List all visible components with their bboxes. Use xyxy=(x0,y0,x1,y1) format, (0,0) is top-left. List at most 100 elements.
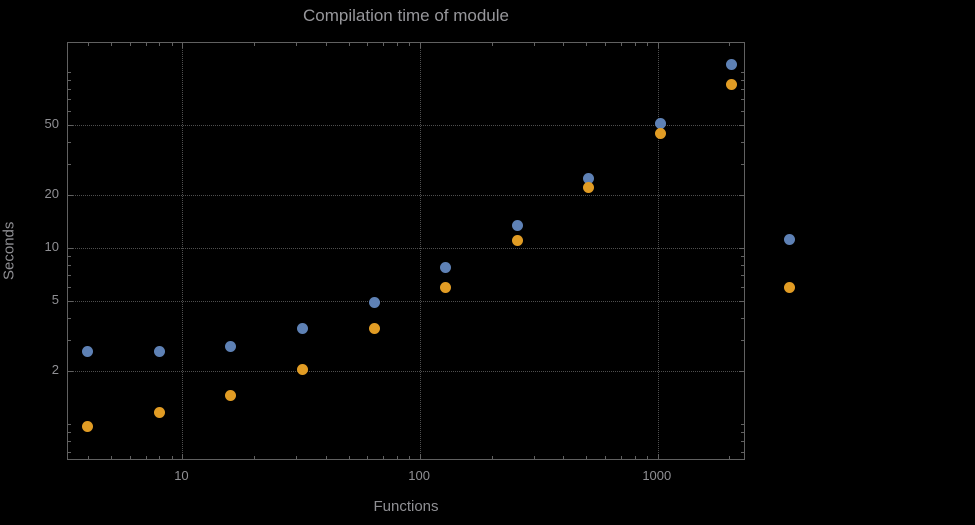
legend-marker-series-2 xyxy=(784,282,795,293)
y-minor-tick xyxy=(741,256,744,258)
data-point-series-1 xyxy=(82,345,94,357)
y-minor-tick xyxy=(68,71,71,73)
x-minor-tick xyxy=(145,43,147,46)
data-point-series-2 xyxy=(368,323,380,335)
x-minor-tick xyxy=(586,456,588,459)
x-minor-tick xyxy=(563,43,565,46)
y-minor-tick xyxy=(68,441,71,443)
y-tick-label: 20 xyxy=(44,186,59,202)
data-point-series-2 xyxy=(297,363,308,375)
x-minor-tick xyxy=(409,43,411,46)
y-minor-tick xyxy=(68,265,71,267)
y-minor-tick xyxy=(741,287,744,289)
x-minor-tick xyxy=(533,43,535,46)
plot-area xyxy=(67,42,745,460)
data-point-series-2 xyxy=(511,235,523,247)
x-minor-tick xyxy=(171,43,173,46)
y-minor-tick xyxy=(741,164,744,166)
y-minor-tick xyxy=(741,318,744,320)
x-minor-tick xyxy=(533,456,535,459)
y-minor-tick xyxy=(68,142,71,144)
x-minor-tick xyxy=(409,456,411,459)
y-minor-tick xyxy=(741,275,744,277)
gridline-y xyxy=(68,248,744,250)
x-minor-tick xyxy=(397,43,399,46)
y-minor-tick xyxy=(741,451,744,453)
gridline-y xyxy=(68,371,744,373)
y-tick-label: 10 xyxy=(44,239,59,255)
x-axis-label: Functions xyxy=(373,498,439,515)
x-tick xyxy=(182,43,184,48)
y-minor-tick xyxy=(741,432,744,434)
x-minor-tick xyxy=(159,43,161,46)
y-minor-tick xyxy=(68,256,71,258)
x-minor-tick xyxy=(383,456,385,459)
x-minor-tick xyxy=(253,43,255,46)
x-minor-tick xyxy=(325,456,327,459)
data-point-series-2 xyxy=(82,421,94,433)
y-tick-label: 2 xyxy=(51,362,59,378)
x-tick-label: 10 xyxy=(174,468,189,483)
data-point-series-1 xyxy=(726,59,738,71)
y-minor-tick xyxy=(741,340,744,342)
data-point-series-1 xyxy=(583,172,595,184)
y-minor-tick xyxy=(68,275,71,277)
x-minor-tick xyxy=(145,456,147,459)
y-minor-tick xyxy=(68,318,71,320)
x-minor-tick xyxy=(605,43,607,46)
data-point-series-2 xyxy=(583,182,595,194)
x-tick xyxy=(420,43,422,48)
gridline-x xyxy=(657,43,659,459)
x-tick xyxy=(657,454,659,459)
y-minor-tick xyxy=(741,80,744,82)
data-point-series-2 xyxy=(726,78,738,90)
x-minor-tick xyxy=(646,43,648,46)
gridline-x xyxy=(420,43,422,459)
y-minor-tick xyxy=(741,71,744,73)
gridline-y xyxy=(68,195,744,197)
data-point-series-1 xyxy=(368,297,380,309)
x-minor-tick xyxy=(110,456,112,459)
data-point-series-2 xyxy=(225,390,237,402)
x-tick xyxy=(420,454,422,459)
x-minor-tick xyxy=(253,456,255,459)
data-point-series-2 xyxy=(440,281,452,293)
x-minor-tick xyxy=(348,43,350,46)
x-minor-tick xyxy=(367,43,369,46)
x-minor-tick xyxy=(563,456,565,459)
x-minor-tick xyxy=(171,456,173,459)
x-minor-tick xyxy=(348,456,350,459)
x-tick xyxy=(182,454,184,459)
x-minor-tick xyxy=(634,43,636,46)
data-point-series-2 xyxy=(153,406,165,418)
x-tick xyxy=(657,43,659,48)
x-minor-tick xyxy=(129,456,131,459)
gridline-y xyxy=(68,301,744,303)
y-minor-tick xyxy=(741,89,744,91)
x-minor-tick xyxy=(586,43,588,46)
x-minor-tick xyxy=(129,43,131,46)
x-minor-tick xyxy=(325,43,327,46)
y-minor-tick xyxy=(741,99,744,101)
x-minor-tick xyxy=(295,456,297,459)
data-point-series-1 xyxy=(654,117,666,129)
y-minor-tick xyxy=(741,265,744,267)
data-point-series-1 xyxy=(297,323,308,335)
x-minor-tick xyxy=(620,43,622,46)
x-minor-tick xyxy=(383,43,385,46)
legend-marker-series-1 xyxy=(784,234,795,245)
y-tick xyxy=(739,371,744,373)
y-minor-tick xyxy=(68,451,71,453)
y-tick xyxy=(68,371,73,373)
x-tick-label: 100 xyxy=(408,468,430,483)
x-minor-tick xyxy=(491,456,493,459)
y-tick xyxy=(739,125,744,126)
y-tick xyxy=(739,301,744,303)
y-tick-label: 5 xyxy=(51,292,59,308)
y-minor-tick xyxy=(741,111,744,113)
x-minor-tick xyxy=(634,456,636,459)
x-minor-tick xyxy=(491,43,493,46)
x-minor-tick xyxy=(295,43,297,46)
data-point-series-1 xyxy=(511,219,523,231)
